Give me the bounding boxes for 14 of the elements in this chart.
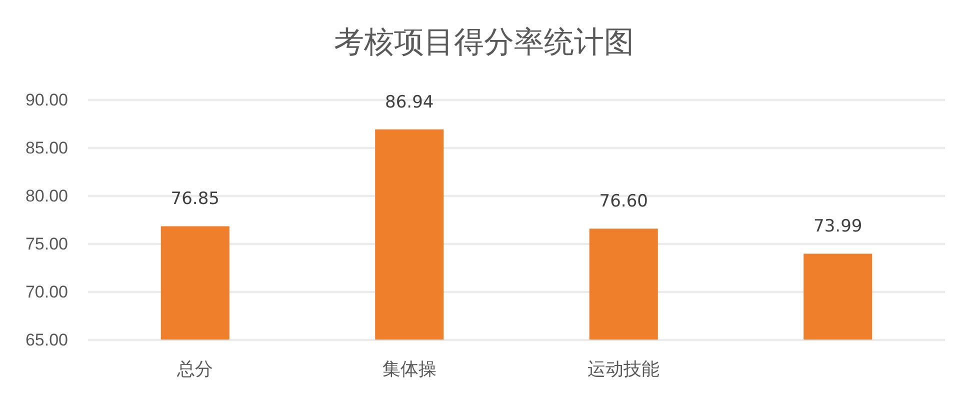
data-label: 76.60 [599, 192, 648, 212]
y-tick-label: 90.00 [25, 90, 68, 110]
y-tick-label: 70.00 [25, 282, 68, 302]
data-label: 76.85 [170, 189, 220, 210]
y-tick-label: 75.00 [25, 234, 68, 254]
data-label: 73.99 [814, 216, 862, 237]
x-tick-label: 总分 [176, 358, 214, 379]
x-tick-label: 运动技能 [588, 358, 660, 379]
chart-title: 考核项目得分率统计图 [334, 25, 634, 60]
data-label: 86.94 [385, 92, 434, 112]
y-tick-label: 85.00 [25, 138, 68, 158]
y-tick-label: 80.00 [25, 186, 68, 206]
x-tick-label: 集体操 [382, 358, 436, 379]
y-tick-label: 65.00 [25, 330, 68, 350]
